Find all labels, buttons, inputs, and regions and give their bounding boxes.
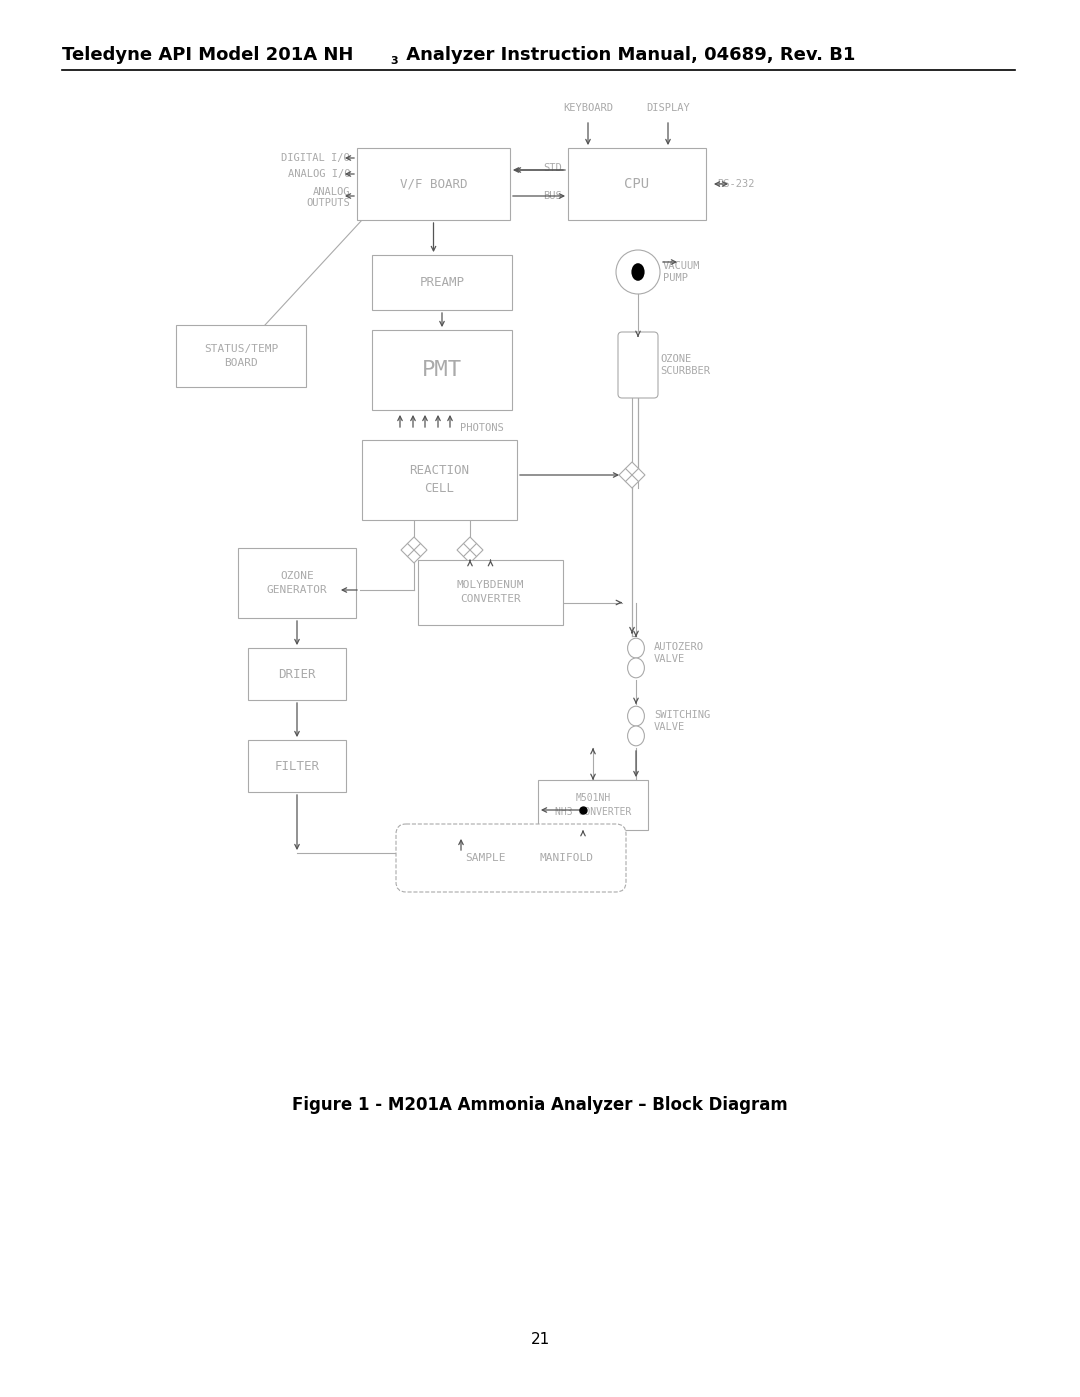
Ellipse shape <box>627 638 645 658</box>
Text: DRIER: DRIER <box>279 668 315 680</box>
Text: VACUUM
PUMP: VACUUM PUMP <box>663 261 701 282</box>
Text: OZONE
SCURBBER: OZONE SCURBBER <box>660 355 710 376</box>
Text: KEYBOARD: KEYBOARD <box>563 103 613 113</box>
FancyBboxPatch shape <box>362 440 517 520</box>
Text: PREAMP: PREAMP <box>419 277 464 289</box>
FancyBboxPatch shape <box>568 148 706 219</box>
Ellipse shape <box>627 707 645 726</box>
Polygon shape <box>457 536 483 563</box>
FancyBboxPatch shape <box>357 148 510 219</box>
Text: PMT: PMT <box>422 360 462 380</box>
Ellipse shape <box>632 263 645 281</box>
Text: STATUS/TEMP
BOARD: STATUS/TEMP BOARD <box>204 344 279 367</box>
Text: STD: STD <box>543 163 562 173</box>
Text: SAMPLE: SAMPLE <box>465 854 507 863</box>
Polygon shape <box>619 462 645 488</box>
FancyBboxPatch shape <box>618 332 658 398</box>
Polygon shape <box>401 536 427 563</box>
FancyBboxPatch shape <box>372 256 512 310</box>
FancyBboxPatch shape <box>418 560 563 624</box>
Text: RS-232: RS-232 <box>717 179 755 189</box>
Text: REACTION
CELL: REACTION CELL <box>409 464 470 496</box>
Text: 3: 3 <box>390 56 397 66</box>
Text: 21: 21 <box>530 1333 550 1348</box>
FancyBboxPatch shape <box>248 648 346 700</box>
Text: FILTER: FILTER <box>274 760 320 773</box>
Text: Figure 1 - M201A Ammonia Analyzer – Block Diagram: Figure 1 - M201A Ammonia Analyzer – Bloc… <box>292 1097 788 1113</box>
Text: MANIFOLD: MANIFOLD <box>539 854 593 863</box>
Text: CPU: CPU <box>624 177 649 191</box>
Text: PHOTONS: PHOTONS <box>460 423 503 433</box>
Text: DISPLAY: DISPLAY <box>646 103 690 113</box>
Ellipse shape <box>627 658 645 678</box>
FancyBboxPatch shape <box>372 330 512 409</box>
Text: BUS: BUS <box>543 191 562 201</box>
FancyBboxPatch shape <box>238 548 356 617</box>
FancyBboxPatch shape <box>176 326 306 387</box>
Text: DIGITAL I/O: DIGITAL I/O <box>281 154 350 163</box>
Text: ANALOG I/O: ANALOG I/O <box>287 169 350 179</box>
Text: Teledyne API Model 201A NH: Teledyne API Model 201A NH <box>62 46 353 64</box>
Text: ANALOG: ANALOG <box>312 187 350 197</box>
Text: OUTPUTS: OUTPUTS <box>307 198 350 208</box>
Circle shape <box>616 250 660 293</box>
FancyBboxPatch shape <box>538 780 648 830</box>
FancyBboxPatch shape <box>248 740 346 792</box>
Text: M501NH
NH3 CONVERTER: M501NH NH3 CONVERTER <box>555 793 631 817</box>
Text: Analyzer Instruction Manual, 04689, Rev. B1: Analyzer Instruction Manual, 04689, Rev.… <box>400 46 855 64</box>
Text: OZONE
GENERATOR: OZONE GENERATOR <box>267 571 327 595</box>
Ellipse shape <box>627 726 645 746</box>
Text: V/F BOARD: V/F BOARD <box>400 177 468 190</box>
Text: MOLYBDENUM
CONVERTER: MOLYBDENUM CONVERTER <box>457 581 524 605</box>
Text: AUTOZERO
VALVE: AUTOZERO VALVE <box>654 643 704 664</box>
FancyBboxPatch shape <box>396 824 626 893</box>
Text: SWITCHING
VALVE: SWITCHING VALVE <box>654 710 711 732</box>
